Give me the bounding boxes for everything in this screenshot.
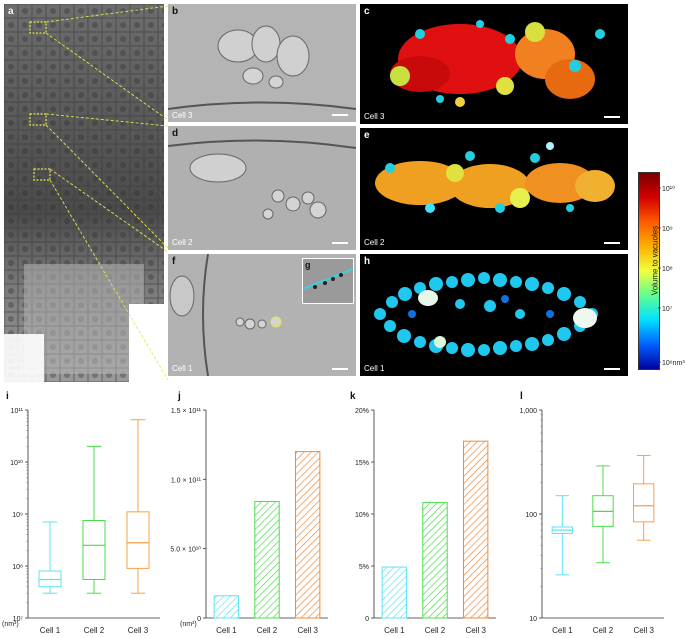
caption-b: Cell 3: [172, 111, 193, 120]
charts-area: 10⁷ 10⁸ 10⁹ 10¹⁰ 10¹¹ (nm³) Cell 1 Cell 2 Cell 3…: [2, 408, 664, 635]
y-tick-label: 10¹⁰: [10, 459, 23, 467]
y-tick-label: 10⁸: [12, 564, 23, 571]
x-category-label: Cell 2: [84, 626, 105, 635]
x-category-label: Cell 2: [425, 626, 446, 635]
panel-label-f: f: [172, 256, 176, 267]
render-h: [374, 272, 598, 357]
bar: [254, 501, 280, 619]
panel-label-j: j: [178, 391, 181, 402]
y-tick-label: 10: [529, 616, 537, 623]
x-category-label: Cell 3: [633, 626, 654, 635]
scale-bar-a: [136, 370, 154, 372]
x-category-label: Cell 3: [297, 626, 318, 635]
caption-f: Cell 1: [172, 364, 193, 373]
scale-bar-d: [332, 242, 348, 244]
box-iqr: [38, 570, 62, 588]
scale-bar-c: [604, 116, 620, 118]
colorbar-gradient: [638, 172, 660, 370]
panel-label-l: l: [520, 391, 523, 402]
y-tick-label: 10%: [355, 512, 369, 519]
em-b-shapes: [168, 4, 356, 122]
y-tick-label: 0: [197, 616, 201, 623]
bar: [294, 451, 321, 619]
render-c: [390, 20, 605, 107]
panel-b-em-cell3: b Cell 3: [168, 4, 356, 122]
y-tick-label: 15%: [355, 460, 369, 467]
x-category-label: Cell 1: [384, 626, 405, 635]
y-tick-label: 0: [365, 616, 369, 623]
panel-d-em-cell2: d Cell 2: [168, 126, 356, 250]
x-category-label: Cell 3: [128, 626, 149, 635]
panel-label-e: e: [364, 130, 370, 141]
overview-texture: [4, 4, 164, 382]
colorbar-tick-label: 10⁶nm³: [662, 360, 685, 367]
panel-h-3d-cell1: h Cell 1: [360, 254, 628, 376]
y-tick-label: 10⁷: [13, 616, 24, 623]
bar: [422, 502, 448, 619]
box-iqr: [82, 519, 106, 581]
x-category-label: Cell 3: [465, 626, 486, 635]
colorbar-tick-label: 10⁷: [662, 306, 673, 313]
y-tick-label: 1,000: [519, 408, 537, 415]
y-tick-label: 100: [525, 512, 537, 519]
colorbar-legend: 10¹⁰ 10⁹ 10⁸ 10⁷ 10⁶nm³ Volume to vacuoles: [632, 166, 685, 376]
panel-label-c: c: [364, 6, 370, 17]
y-unit-label: (nm³): [180, 621, 197, 628]
panel-label-a: a: [8, 6, 14, 17]
panel-label-g: g: [305, 260, 311, 270]
x-category-label: Cell 1: [40, 626, 61, 635]
panel-g-inset: g: [302, 258, 354, 304]
panel-f-em-cell1: f Cell 1 g: [168, 254, 356, 376]
panel-label-b: b: [172, 6, 179, 17]
bar: [381, 566, 408, 619]
caption-e: Cell 2: [364, 238, 385, 247]
caption-d: Cell 2: [172, 238, 193, 247]
box-iqr: [633, 483, 655, 523]
y-tick-label: 5%: [359, 564, 369, 571]
colorbar-label: Volume to vacuoles: [650, 225, 660, 296]
scale-bar-b: [332, 114, 348, 116]
bar: [213, 595, 240, 619]
x-category-label: Cell 1: [216, 626, 237, 635]
y-tick-label: 20%: [355, 408, 369, 415]
colorbar-ticks-svg: 10¹⁰ 10⁹ 10⁸ 10⁷ 10⁶nm³: [658, 185, 685, 367]
y-tick-label: 5.0 × 10¹⁰: [170, 546, 201, 554]
panel-label-h: h: [364, 256, 371, 267]
scale-bar-h: [604, 368, 620, 370]
colorbar-tick-label: 10¹⁰: [662, 185, 675, 193]
y-tick-label: 10¹¹: [11, 408, 24, 415]
em-d-shapes: [168, 126, 356, 250]
y-tick-label: 1.0 × 10¹¹: [171, 477, 202, 484]
panel-label-k: k: [350, 391, 356, 402]
bar: [462, 440, 489, 619]
x-category-label: Cell 2: [593, 626, 614, 635]
caption-h: Cell 1: [364, 364, 385, 373]
x-category-label: Cell 1: [552, 626, 573, 635]
colorbar-tick-label: 10⁹: [662, 226, 673, 233]
panel-label-i: i: [6, 391, 9, 402]
y-tick-label: 10⁹: [12, 512, 23, 519]
scale-bar-e: [604, 242, 620, 244]
inset-g-shapes: [302, 268, 354, 290]
scale-bar-f: [332, 368, 348, 370]
caption-c: Cell 3: [364, 112, 385, 121]
box-iqr: [126, 511, 150, 569]
panel-a-overview-image: a: [4, 4, 164, 382]
render-e: [375, 142, 615, 213]
x-category-label: Cell 2: [257, 626, 278, 635]
panel-c-3d-cell3: c Cell 3: [360, 4, 628, 124]
panel-label-d: d: [172, 128, 179, 139]
y-unit-label: (nm³): [2, 621, 19, 628]
panel-e-3d-cell2: e Cell 2: [360, 128, 628, 250]
colorbar-tick-label: 10⁸: [662, 266, 673, 273]
y-tick-label: 1.5 × 10¹¹: [171, 408, 202, 415]
